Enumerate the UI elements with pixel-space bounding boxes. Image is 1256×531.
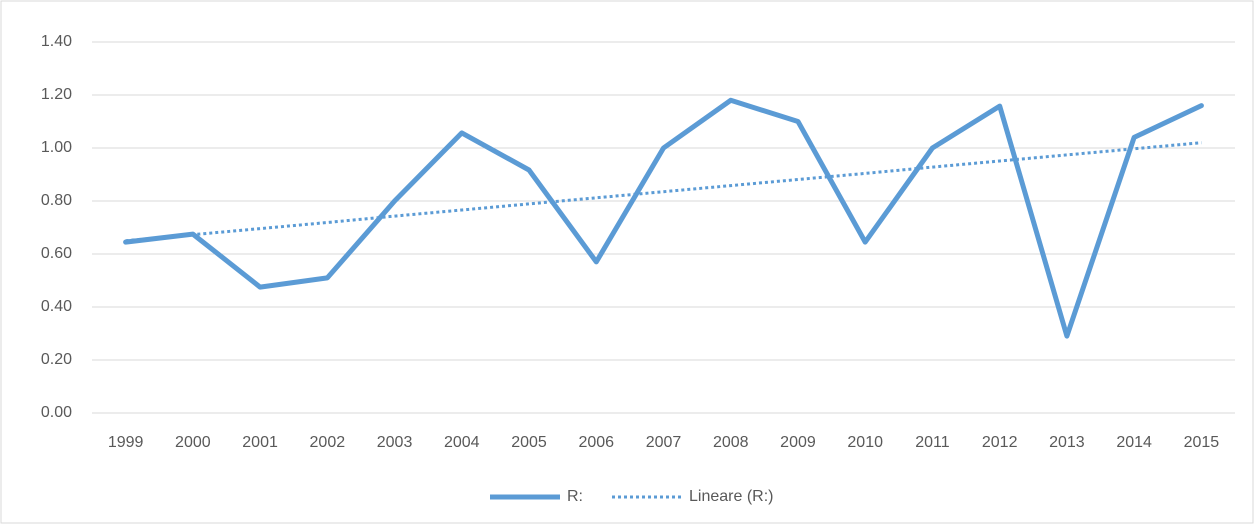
x-tick-label: 1999: [108, 434, 144, 451]
y-tick-label: 0.00: [41, 404, 72, 421]
x-tick-label: 2013: [1049, 434, 1085, 451]
y-tick-label: 1.00: [41, 139, 72, 156]
x-tick-label: 2009: [780, 434, 816, 451]
x-tick-label: 2005: [511, 434, 547, 451]
x-tick-label: 2002: [310, 434, 346, 451]
y-tick-label: 0.40: [41, 298, 72, 315]
x-tick-label: 2011: [915, 434, 950, 451]
x-tick-label: 2001: [242, 434, 278, 451]
x-tick-label: 2007: [646, 434, 682, 451]
x-tick-label: 2003: [377, 434, 413, 451]
x-tick-label: 2000: [175, 434, 211, 451]
y-tick-label: 1.20: [41, 86, 72, 103]
y-tick-label: 1.40: [41, 33, 72, 50]
x-tick-label: 2014: [1116, 434, 1152, 451]
trend-line: [125, 141, 1202, 243]
x-tick-label: 2006: [578, 434, 614, 451]
x-tick-label: 2004: [444, 434, 480, 451]
legend-label: R:: [567, 488, 583, 505]
x-tick-label: 2008: [713, 434, 749, 451]
series-line: [123, 97, 1204, 339]
y-tick-label: 0.60: [41, 245, 72, 262]
x-tick-label: 2010: [847, 434, 883, 451]
x-tick-label: 2015: [1184, 434, 1220, 451]
y-tick-label: 0.80: [41, 192, 72, 209]
y-tick-label: 0.20: [41, 351, 72, 368]
legend-label: Lineare (R:): [689, 488, 773, 505]
x-tick-label: 2012: [982, 434, 1018, 451]
